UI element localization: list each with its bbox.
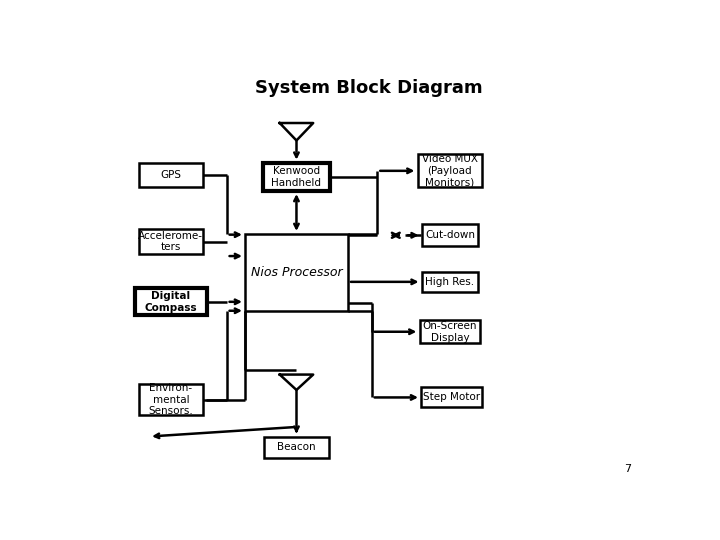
Text: 7: 7 <box>624 464 631 474</box>
Text: Kenwood
Handheld: Kenwood Handheld <box>271 166 321 188</box>
FancyBboxPatch shape <box>264 437 328 458</box>
Text: Nios Processor: Nios Processor <box>251 266 342 279</box>
Text: GPS: GPS <box>161 170 181 180</box>
FancyBboxPatch shape <box>245 234 348 311</box>
FancyBboxPatch shape <box>421 388 482 407</box>
Text: Step Motor: Step Motor <box>423 393 480 402</box>
Text: Beacon: Beacon <box>277 442 316 453</box>
FancyBboxPatch shape <box>139 229 203 254</box>
Text: Digital
Compass: Digital Compass <box>145 291 197 313</box>
FancyBboxPatch shape <box>139 384 203 415</box>
Text: System Block Diagram: System Block Diagram <box>255 79 483 97</box>
FancyBboxPatch shape <box>422 272 478 292</box>
Text: Environ-
mental
Sensors.: Environ- mental Sensors. <box>148 383 193 416</box>
FancyBboxPatch shape <box>139 163 203 187</box>
Text: Video MUX
(Payload
Monitors): Video MUX (Payload Monitors) <box>422 154 478 187</box>
Text: High Res.: High Res. <box>426 277 474 287</box>
FancyBboxPatch shape <box>420 320 480 343</box>
FancyBboxPatch shape <box>418 154 482 187</box>
Text: Cut-down: Cut-down <box>425 230 475 240</box>
FancyBboxPatch shape <box>422 225 478 246</box>
Text: Accelerome-
ters: Accelerome- ters <box>138 231 204 252</box>
FancyBboxPatch shape <box>135 288 207 315</box>
FancyBboxPatch shape <box>263 163 330 191</box>
Text: On-Screen
Display: On-Screen Display <box>423 321 477 342</box>
